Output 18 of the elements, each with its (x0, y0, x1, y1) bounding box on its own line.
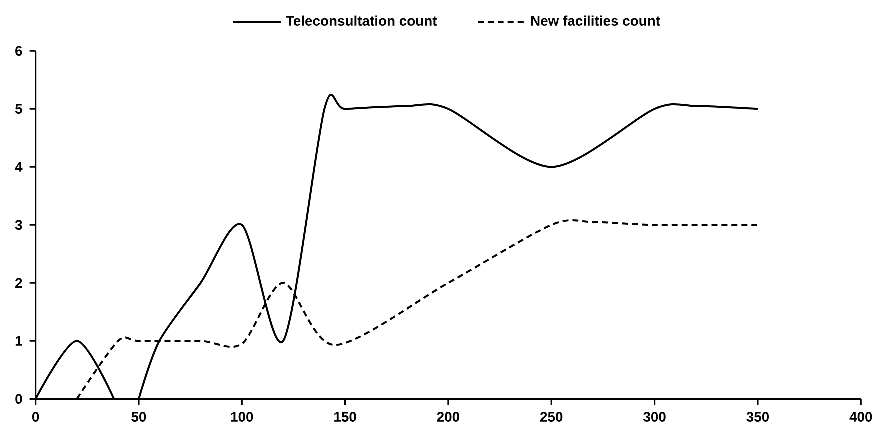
y-tick-label: 6 (16, 46, 22, 56)
y-tick-label: 5 (16, 104, 22, 114)
x-tick-label: 150 (334, 412, 356, 422)
x-tick-label: 300 (643, 412, 666, 422)
y-tick-label: 2 (16, 278, 22, 288)
x-tick-label: 250 (540, 412, 563, 422)
x-tick-label: 100 (231, 412, 254, 422)
x-tick-label: 50 (132, 412, 146, 422)
x-tick-label: 350 (746, 412, 769, 422)
y-tick-label: 1 (16, 336, 22, 346)
x-tick-label: 400 (850, 412, 872, 422)
legend-label: Teleconsultation count (286, 16, 438, 26)
y-tick-label: 4 (15, 162, 23, 172)
y-tick-label: 3 (15, 220, 22, 230)
x-tick-label: 200 (437, 412, 460, 422)
x-tick-label: 0 (32, 412, 40, 422)
legend-label: New facilities count (531, 16, 660, 26)
y-tick-label: 0 (16, 394, 22, 404)
